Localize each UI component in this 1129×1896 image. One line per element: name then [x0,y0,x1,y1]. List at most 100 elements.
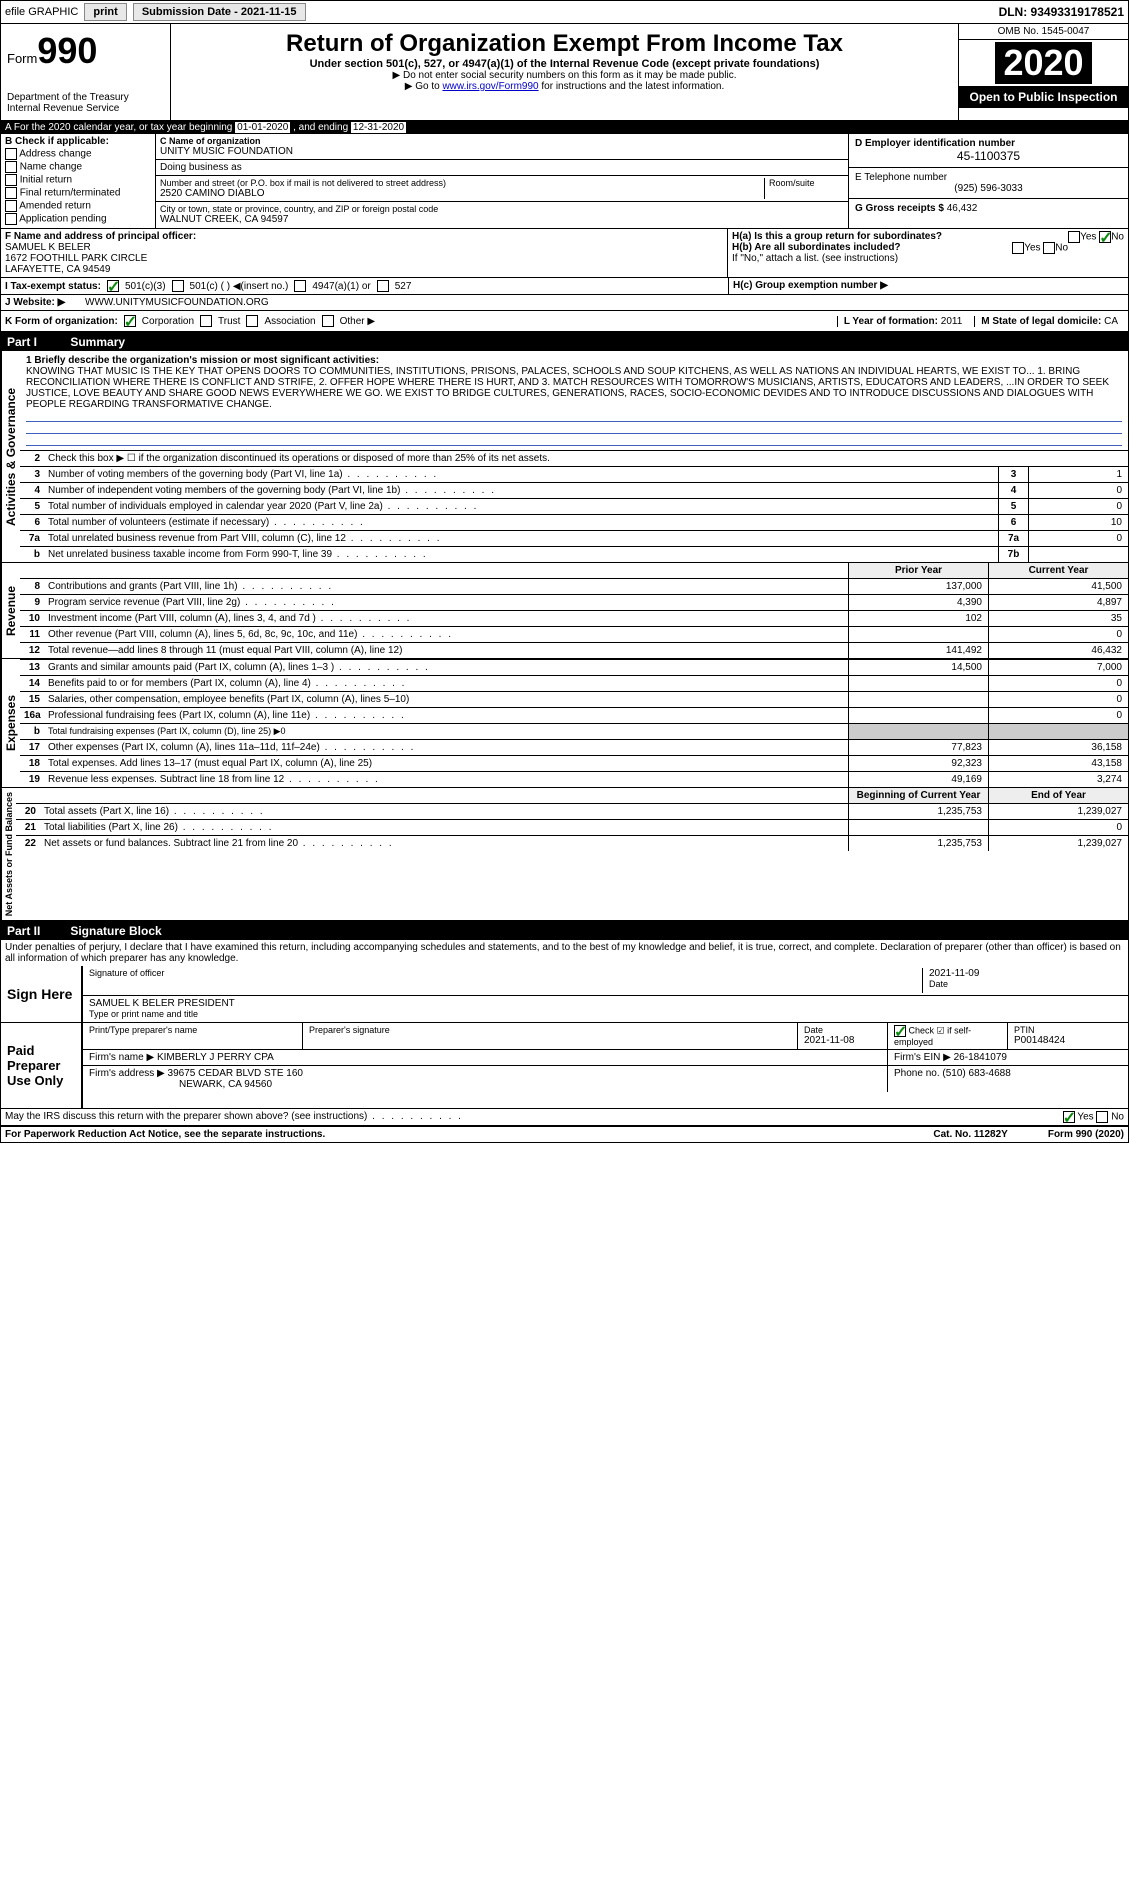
street-address: 2520 CAMINO DIABLO [160,188,764,199]
r14-py [848,676,988,691]
mission-text: KNOWING THAT MUSIC IS THE KEY THAT OPENS… [26,366,1122,410]
r19-cy: 3,274 [988,772,1128,787]
h-a-no-checkbox[interactable] [1099,231,1111,243]
ptin: P00148424 [1014,1035,1122,1046]
r8-cy: 41,500 [988,579,1128,594]
r21-py [848,820,988,835]
r9-py: 4,390 [848,595,988,610]
line7a-val: 0 [1028,531,1128,546]
sidebar-expenses: Expenses [1,659,20,787]
form-header: Form990 Department of the Treasury Inter… [1,24,1128,121]
irs-label: Internal Revenue Service [7,103,164,114]
r18-cy: 43,158 [988,756,1128,771]
form-title: Return of Organization Exempt From Incom… [177,30,952,58]
h-b-yes-checkbox[interactable] [1012,242,1024,254]
amended-checkbox[interactable] [5,200,17,212]
r11-cy: 0 [988,627,1128,642]
r19-py: 49,169 [848,772,988,787]
irs-link[interactable]: www.irs.gov/Form990 [442,81,538,92]
part1-header: Part I Summary [1,333,1128,351]
period-end: 12-31-2020 [351,122,406,133]
city-state-zip: WALNUT CREEK, CA 94597 [160,214,844,225]
firm-phone: (510) 683-4688 [942,1068,1010,1079]
period-begin: 01-01-2020 [235,122,290,133]
top-bar: efile GRAPHIC print Submission Date - 20… [1,1,1128,24]
org-name: UNITY MUSIC FOUNDATION [160,146,844,157]
form-subtitle: Under section 501(c), 527, or 4947(a)(1)… [177,58,952,70]
r10-py: 102 [848,611,988,626]
r8-py: 137,000 [848,579,988,594]
website-url: WWW.UNITYMUSICFOUNDATION.ORG [85,297,269,308]
r14-cy: 0 [988,676,1128,691]
line6-val: 10 [1028,515,1128,530]
prep-date: 2021-11-08 [804,1035,881,1046]
efile-label: efile GRAPHIC [5,6,78,18]
submission-date-button[interactable]: Submission Date - 2021-11-15 [133,3,306,21]
officer-signature-name: SAMUEL K BELER PRESIDENT [89,998,235,1009]
sign-here-label: Sign Here [1,966,81,1022]
r15-cy: 0 [988,692,1128,707]
self-employed-checkbox[interactable] [894,1025,906,1037]
part2-header: Part II Signature Block [1,922,1128,940]
dln: DLN: 93493319178521 [999,5,1124,19]
final-return-checkbox[interactable] [5,187,17,199]
firm-ein: 26-1841079 [954,1052,1007,1063]
treasury-dept: Department of the Treasury [7,92,164,103]
r10-cy: 35 [988,611,1128,626]
other-checkbox[interactable] [322,315,334,327]
r17-cy: 36,158 [988,740,1128,755]
r13-cy: 7,000 [988,660,1128,675]
r20-cy: 1,239,027 [988,804,1128,819]
addr-change-checkbox[interactable] [5,148,17,160]
print-button[interactable]: print [84,3,126,21]
sign-date: 2021-11-09 [929,968,1122,979]
paid-preparer-label: Paid Preparer Use Only [1,1023,81,1108]
r13-py: 14,500 [848,660,988,675]
cat-no: Cat. No. 11282Y [933,1129,1007,1140]
state-domicile: CA [1104,316,1118,327]
pra-notice: For Paperwork Reduction Act Notice, see … [5,1129,325,1140]
omb-number: OMB No. 1545-0047 [959,24,1128,40]
discuss-yes-checkbox[interactable] [1063,1111,1075,1123]
section-b-checkboxes: B Check if applicable: Address change Na… [1,134,156,228]
r16a-py [848,708,988,723]
ein: 45-1100375 [855,149,1122,163]
year-formation: 2011 [941,316,963,327]
assoc-checkbox[interactable] [246,315,258,327]
line4-val: 0 [1028,483,1128,498]
h-a-yes-checkbox[interactable] [1068,231,1080,243]
r18-py: 92,323 [848,756,988,771]
firm-name: KIMBERLY J PERRY CPA [157,1052,274,1063]
r17-py: 77,823 [848,740,988,755]
penalties-text: Under penalties of perjury, I declare th… [1,940,1128,966]
application-pending-checkbox[interactable] [5,213,17,225]
discuss-no-checkbox[interactable] [1096,1111,1108,1123]
r16a-cy: 0 [988,708,1128,723]
r15-py [848,692,988,707]
sidebar-revenue: Revenue [1,563,20,658]
501c-checkbox[interactable] [172,280,184,292]
sidebar-netassets: Net Assets or Fund Balances [1,788,16,920]
form-footer: Form 990 (2020) [1048,1129,1124,1140]
4947-checkbox[interactable] [294,280,306,292]
sidebar-governance: Activities & Governance [1,351,20,562]
501c3-checkbox[interactable] [107,280,119,292]
corp-checkbox[interactable] [124,315,136,327]
h-b-no-checkbox[interactable] [1043,242,1055,254]
tax-year: 2020 [995,42,1091,84]
trust-checkbox[interactable] [200,315,212,327]
open-public: Open to Public Inspection [959,86,1128,108]
initial-return-checkbox[interactable] [5,174,17,186]
ssn-note: ▶ Do not enter social security numbers o… [177,70,952,81]
officer-name: SAMUEL K BELER [5,242,723,253]
r22-py: 1,235,753 [848,836,988,851]
name-change-checkbox[interactable] [5,161,17,173]
527-checkbox[interactable] [377,280,389,292]
line5-val: 0 [1028,499,1128,514]
firm-address: 39675 CEDAR BLVD STE 160 [168,1068,303,1079]
r21-cy: 0 [988,820,1128,835]
r9-cy: 4,897 [988,595,1128,610]
r20-py: 1,235,753 [848,804,988,819]
gross-receipts: 46,432 [947,203,978,214]
r22-cy: 1,239,027 [988,836,1128,851]
